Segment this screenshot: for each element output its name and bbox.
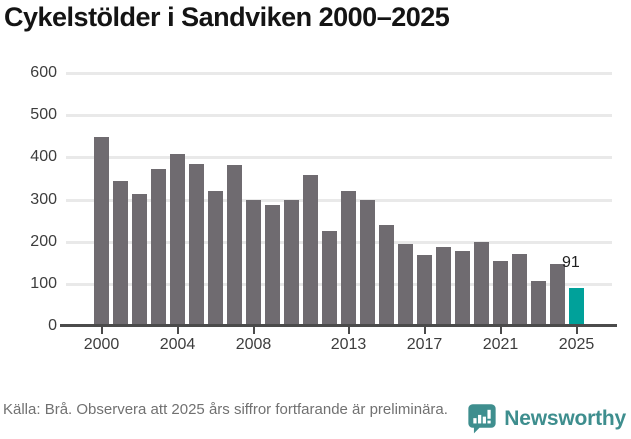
bar bbox=[493, 260, 508, 326]
bar bbox=[379, 225, 394, 326]
y-axis-tick-label: 100 bbox=[30, 274, 57, 292]
x-axis-tick bbox=[347, 327, 350, 334]
bar bbox=[132, 194, 147, 326]
x-axis-tick-label: 2013 bbox=[330, 336, 367, 353]
bar bbox=[189, 163, 204, 326]
x-axis-tick-label: 2025 bbox=[558, 336, 595, 353]
bar bbox=[208, 191, 223, 326]
bar bbox=[227, 164, 242, 326]
x-axis-tick-label: 2004 bbox=[159, 336, 196, 353]
newsworthy-logo-icon bbox=[468, 404, 496, 434]
x-axis-tick bbox=[176, 327, 179, 334]
bar bbox=[531, 280, 546, 326]
x-axis-tick bbox=[499, 327, 502, 334]
y-axis-tick-label: 0 bbox=[48, 317, 57, 334]
gridline bbox=[66, 72, 612, 75]
bar bbox=[284, 199, 299, 326]
y-axis-tick-label: 200 bbox=[30, 232, 57, 250]
bar bbox=[398, 243, 413, 326]
bar bbox=[436, 246, 451, 326]
newsworthy-logo-text: Newsworthy bbox=[504, 406, 626, 430]
x-axis-tick-label: 2000 bbox=[83, 336, 120, 353]
bar-highlighted bbox=[569, 287, 584, 326]
bar bbox=[550, 264, 565, 326]
bar bbox=[512, 254, 527, 326]
y-axis-tick-label: 500 bbox=[30, 106, 57, 124]
y-axis-tick-label: 600 bbox=[30, 64, 57, 81]
bar-value-label: 91 bbox=[562, 254, 580, 271]
bar bbox=[94, 137, 109, 326]
bar bbox=[341, 191, 356, 326]
chart-title: Cykelstölder i Sandviken 2000–2025 bbox=[4, 2, 450, 32]
x-axis-tick-label: 2017 bbox=[406, 336, 443, 353]
bar bbox=[246, 199, 261, 326]
gridline bbox=[66, 198, 612, 202]
bar bbox=[322, 231, 337, 326]
x-axis-tick bbox=[575, 327, 578, 334]
newsworthy-logo: Newsworthy bbox=[467, 403, 626, 434]
source-note: Källa: Brå. Observera att 2025 års siffr… bbox=[3, 401, 448, 418]
bar bbox=[170, 153, 185, 326]
gridline bbox=[66, 114, 612, 118]
gridline bbox=[66, 240, 612, 244]
x-axis-tick-label: 2008 bbox=[235, 336, 272, 353]
bar bbox=[151, 168, 166, 326]
bar bbox=[303, 175, 318, 326]
x-axis-tick bbox=[252, 327, 255, 334]
bar bbox=[455, 250, 470, 326]
y-axis-tick-label: 300 bbox=[30, 190, 57, 208]
x-axis-tick bbox=[100, 327, 103, 334]
y-axis-tick-label: 400 bbox=[30, 148, 57, 166]
bar bbox=[474, 241, 489, 326]
x-axis-tick-label: 2021 bbox=[482, 336, 519, 353]
bar bbox=[360, 200, 375, 326]
x-axis-tick bbox=[423, 327, 426, 334]
gridline bbox=[66, 282, 612, 286]
gridline bbox=[66, 156, 612, 160]
bar bbox=[265, 204, 280, 326]
bar bbox=[417, 254, 432, 326]
bar bbox=[113, 181, 128, 326]
x-axis-line bbox=[60, 324, 617, 327]
